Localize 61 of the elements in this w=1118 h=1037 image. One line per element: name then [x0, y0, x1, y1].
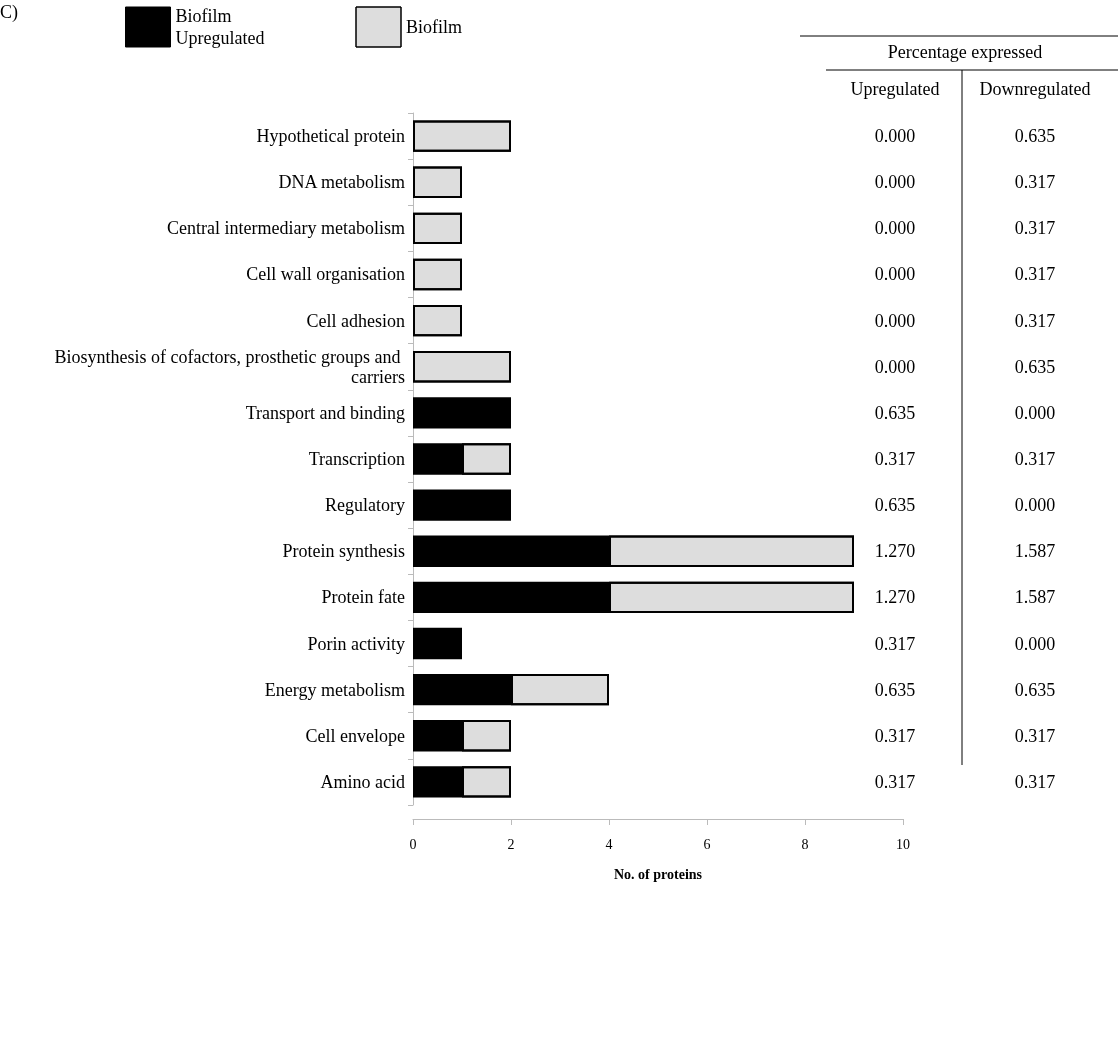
text: 1.587: [1014, 587, 1056, 608]
text: 0.317: [1014, 172, 1056, 193]
y-tick-label: Regulatory: [325, 495, 405, 516]
x-axis-title: No. of proteins: [613, 866, 703, 882]
y-tick-label: Protein synthesis: [282, 541, 405, 562]
annotation: 0.635: [874, 495, 916, 516]
annotation: 0.000: [874, 218, 916, 239]
annotation: 0.000: [874, 310, 916, 331]
text: 0.635: [1014, 356, 1056, 377]
x-tick-label: 6: [703, 836, 711, 852]
annotation: 0.317: [874, 771, 916, 792]
legend-label: Biofilm Upregulated: [175, 6, 265, 48]
y-tick-label: Biosynthesis of cofactors, prosthetic groups and carriers: [54, 346, 405, 387]
annotation: 0.317: [874, 449, 916, 469]
text: 0.317: [1014, 218, 1056, 239]
text: 0.635: [1014, 126, 1056, 147]
x-tick-label: 4: [605, 836, 613, 852]
text: 0.317: [1014, 264, 1056, 285]
text: Upregulated: [850, 79, 940, 99]
y-tick-label: Transcription: [308, 449, 405, 469]
text: Downregulated: [979, 79, 1091, 99]
x-tick-label: 0: [409, 836, 417, 852]
annotation: 0.317: [874, 633, 916, 654]
text: 0.000: [1014, 633, 1056, 654]
bar: [413, 397, 511, 429]
annotation: 1.270: [874, 541, 916, 562]
x-tick-label: 8: [801, 836, 809, 852]
text: 0.000: [1014, 495, 1056, 516]
text: 0.317: [1014, 771, 1056, 792]
y-tick-label: Protein fate: [321, 587, 405, 608]
bar: [413, 489, 511, 521]
bar: [413, 627, 462, 660]
y-tick-label: Amino acid: [320, 771, 405, 792]
y-tick-label: Porin activity: [307, 633, 405, 654]
text: C): [0, 2, 19, 23]
annotation: 0.635: [874, 679, 916, 700]
text: 0.317: [1014, 449, 1056, 469]
text: 0.317: [1014, 725, 1056, 746]
annotation: 0.317: [874, 725, 916, 746]
annotation: 0.000: [874, 126, 916, 147]
y-tick-label: Cell adhesion: [306, 310, 405, 331]
annotation: 0.000: [874, 172, 916, 193]
x-tick-label: 10: [896, 836, 910, 852]
text: 1.587: [1014, 541, 1056, 562]
text: 0.317: [1014, 310, 1056, 331]
y-tick-label: Hypothetical protein: [256, 126, 405, 147]
annotation: 0.000: [874, 264, 916, 285]
annotation: 0.000: [874, 356, 916, 377]
x-tick-label: 2: [507, 836, 515, 852]
y-tick-label: Central intermediary metabolism: [167, 218, 405, 239]
y-tick-label: DNA metabolism: [278, 172, 405, 193]
annotation: 0.635: [874, 402, 916, 423]
y-tick-label: Cell wall organisation: [246, 264, 405, 285]
y-tick-label: Cell envelope: [305, 725, 406, 746]
annotation: 1.270: [874, 587, 916, 608]
text: 0.000: [1014, 402, 1056, 423]
legend-label: Biofilm: [406, 17, 463, 37]
text: 0.635: [1014, 679, 1056, 700]
text: Percentage expressed: [887, 42, 1043, 62]
y-tick-label: Energy metabolism: [264, 679, 405, 700]
y-tick-label: Transport and binding: [245, 402, 405, 423]
